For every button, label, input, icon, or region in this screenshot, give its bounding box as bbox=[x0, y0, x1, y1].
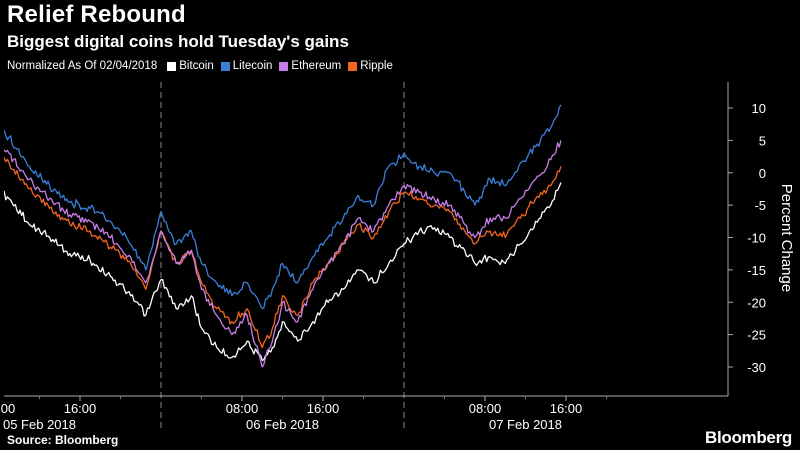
series-line-bitcoin bbox=[4, 182, 562, 362]
y-tick-label: -25 bbox=[747, 328, 766, 343]
x-tick-label: 08:00 bbox=[469, 401, 502, 416]
legend-label-ethereum: Ethereum bbox=[291, 60, 342, 72]
legend-item-ripple: Ripple bbox=[348, 60, 393, 72]
series-line-ripple bbox=[4, 156, 562, 349]
chart-title: Relief Rebound bbox=[7, 1, 186, 28]
legend: Normalized As Of 02/04/2018 Bitcoin Lite… bbox=[7, 60, 400, 72]
series-line-litecoin bbox=[4, 104, 562, 310]
y-tick-label: -5 bbox=[754, 198, 766, 213]
bloomberg-logo: Bloomberg bbox=[704, 428, 792, 447]
legend-label-litecoin: Litecoin bbox=[232, 60, 273, 72]
y-tick-label: 0 bbox=[759, 166, 766, 181]
legend-swatch-ripple bbox=[348, 61, 358, 71]
chart-subtitle: Biggest digital coins hold Tuesday's gai… bbox=[7, 32, 349, 51]
x-tick-label: 16:00 bbox=[550, 401, 583, 416]
normalization-note: Normalized As Of 02/04/2018 bbox=[7, 60, 158, 72]
legend-label-bitcoin: Bitcoin bbox=[179, 60, 214, 72]
y-tick-label: -10 bbox=[747, 231, 766, 246]
legend-item-litecoin: Litecoin bbox=[220, 60, 273, 72]
legend-label-ripple: Ripple bbox=[360, 60, 393, 72]
series-line-ethereum bbox=[4, 140, 562, 368]
x-tick-label: 08:00 bbox=[226, 401, 259, 416]
legend-swatch-bitcoin bbox=[167, 61, 177, 71]
y-tick-label: -20 bbox=[747, 295, 766, 310]
y-tick-label: 5 bbox=[759, 133, 766, 148]
x-tick-label: 08:00 bbox=[0, 401, 15, 416]
y-axis-title: Percent Change bbox=[778, 184, 795, 292]
source-note: Source: Bloomberg bbox=[7, 433, 119, 447]
x-date-label: 07 Feb 2018 bbox=[489, 417, 562, 432]
legend-item-ethereum: Ethereum bbox=[279, 60, 341, 72]
x-date-label: 05 Feb 2018 bbox=[3, 417, 76, 432]
y-tick-label: 10 bbox=[752, 101, 766, 116]
y-tick-label: -30 bbox=[747, 360, 766, 375]
y-tick-label: -15 bbox=[747, 263, 766, 278]
legend-swatch-ethereum bbox=[279, 61, 289, 71]
x-tick-label: 16:00 bbox=[307, 401, 340, 416]
x-tick-label: 16:00 bbox=[64, 401, 97, 416]
x-date-label: 06 Feb 2018 bbox=[246, 417, 319, 432]
legend-item-bitcoin: Bitcoin bbox=[167, 60, 214, 72]
legend-swatch-litecoin bbox=[220, 61, 230, 71]
